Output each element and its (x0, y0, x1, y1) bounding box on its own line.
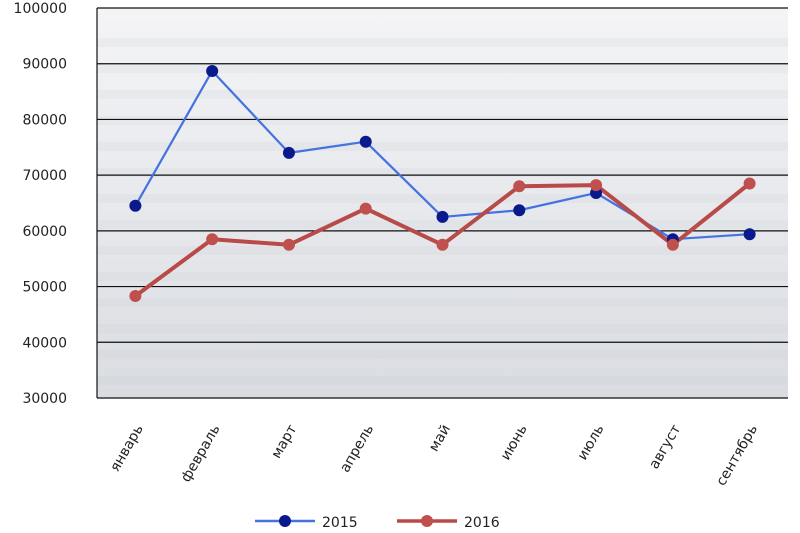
data-point-2016 (743, 177, 756, 190)
series-layer (129, 64, 756, 303)
y-tick-label: 60000 (22, 224, 67, 240)
x-tick-label: апрель (337, 422, 377, 475)
x-tick-label: сентябрь (713, 422, 761, 489)
background-texture-band (97, 272, 788, 281)
legend-marker-2015 (279, 515, 291, 527)
plot-background (97, 8, 788, 398)
data-point-2015 (282, 146, 295, 159)
legend-label-2016: 2016 (464, 515, 500, 531)
legend-label-2015: 2015 (322, 515, 358, 531)
x-tick-label: июль (575, 422, 608, 463)
legend-marker-2016 (421, 515, 433, 527)
data-point-2015 (129, 199, 142, 212)
gridlines (97, 7, 788, 399)
y-axis: 30000 40000 50000 60000 70000 80000 90000 10000… (14, 1, 98, 407)
background-texture-band (97, 350, 788, 359)
data-point-2016 (590, 179, 603, 192)
data-point-2015 (436, 210, 449, 223)
y-tick-label: 30000 (22, 391, 67, 407)
data-point-2016 (359, 202, 372, 215)
x-tick-label: август (646, 422, 684, 472)
x-tick-label: январь (107, 422, 147, 475)
x-tick-label: март (268, 422, 300, 461)
background-texture-band (97, 64, 788, 73)
background-texture-band (97, 324, 788, 333)
data-point-2016 (129, 290, 142, 303)
data-point-2015 (206, 64, 219, 77)
y-tick-label: 90000 (22, 57, 67, 73)
data-point-2015 (743, 228, 756, 241)
background-texture-band (97, 298, 788, 307)
data-point-2016 (206, 233, 219, 246)
background-texture-band (97, 38, 788, 47)
background-texture-band (97, 376, 788, 385)
data-point-2016 (666, 238, 679, 251)
background-texture-band (97, 194, 788, 203)
data-point-2016 (436, 238, 449, 251)
y-tick-label: 50000 (22, 280, 67, 296)
x-axis: январь февраль март апрель май июнь июль август… (107, 422, 761, 489)
y-tick-label: 100000 (14, 1, 67, 17)
background-texture-band (97, 220, 788, 229)
data-point-2016 (513, 180, 526, 193)
background-texture-band (97, 142, 788, 151)
background-texture-band (97, 90, 788, 99)
y-tick-label: 70000 (22, 168, 67, 184)
legend: 2015 2016 (255, 515, 500, 531)
background-texture-band (97, 168, 788, 177)
x-tick-label: май (426, 422, 454, 454)
data-point-2015 (359, 135, 372, 148)
data-point-2015 (513, 204, 526, 217)
x-tick-label: февраль (178, 422, 224, 485)
y-tick-label: 40000 (22, 335, 67, 351)
data-point-2016 (282, 238, 295, 251)
y-tick-label: 80000 (22, 112, 67, 128)
background-texture-band (97, 116, 788, 125)
x-tick-label: июнь (498, 422, 531, 463)
